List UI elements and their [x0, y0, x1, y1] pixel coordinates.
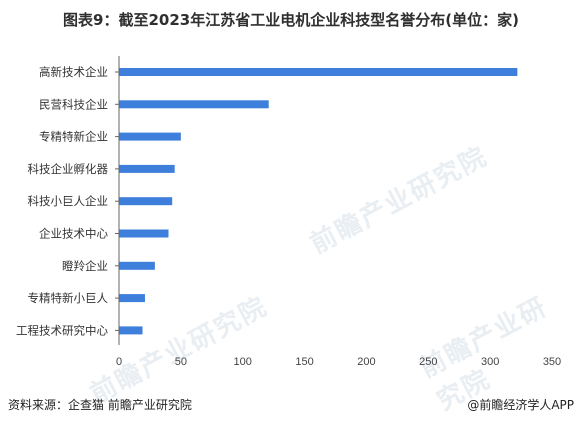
category-label: 民营科技企业	[39, 97, 108, 111]
category-label: 专精特新小巨人	[28, 291, 109, 305]
bar	[119, 294, 145, 303]
category-label: 专精特新企业	[39, 130, 108, 144]
bar	[119, 261, 155, 270]
category-label: 工程技术研究中心	[16, 323, 108, 337]
x-tick-label: 50	[175, 356, 187, 368]
category-label: 高新技术企业	[39, 65, 108, 79]
brand-credit: @前瞻经济学人APP	[467, 398, 574, 412]
bar	[119, 132, 181, 141]
category-label: 瞪羚企业	[62, 259, 108, 273]
bar	[119, 100, 269, 109]
bar	[119, 326, 143, 335]
bar	[119, 229, 169, 238]
x-tick-label: 200	[357, 356, 375, 368]
chart-title: 图表9：截至2023年江苏省工业电机企业科技型名誉分布(单位：家)	[63, 11, 519, 29]
x-tick-label: 300	[481, 356, 499, 368]
x-tick-label: 0	[116, 356, 122, 368]
source-note: 资料来源：企查猫 前瞻产业研究院	[8, 398, 192, 412]
category-label: 科技小巨人企业	[28, 194, 109, 208]
x-tick-label: 150	[295, 356, 313, 368]
bar	[119, 164, 175, 173]
category-label: 企业技术中心	[39, 227, 108, 241]
category-label: 科技企业孵化器	[28, 162, 109, 176]
bar-chart: 高新技术企业民营科技企业专精特新企业科技企业孵化器科技小巨人企业企业技术中心瞪羚…	[16, 56, 561, 368]
bar	[119, 197, 173, 206]
x-tick-label: 100	[234, 356, 252, 368]
x-tick-label: 250	[419, 356, 437, 368]
bar	[119, 68, 518, 76]
x-tick-label: 350	[543, 356, 561, 368]
